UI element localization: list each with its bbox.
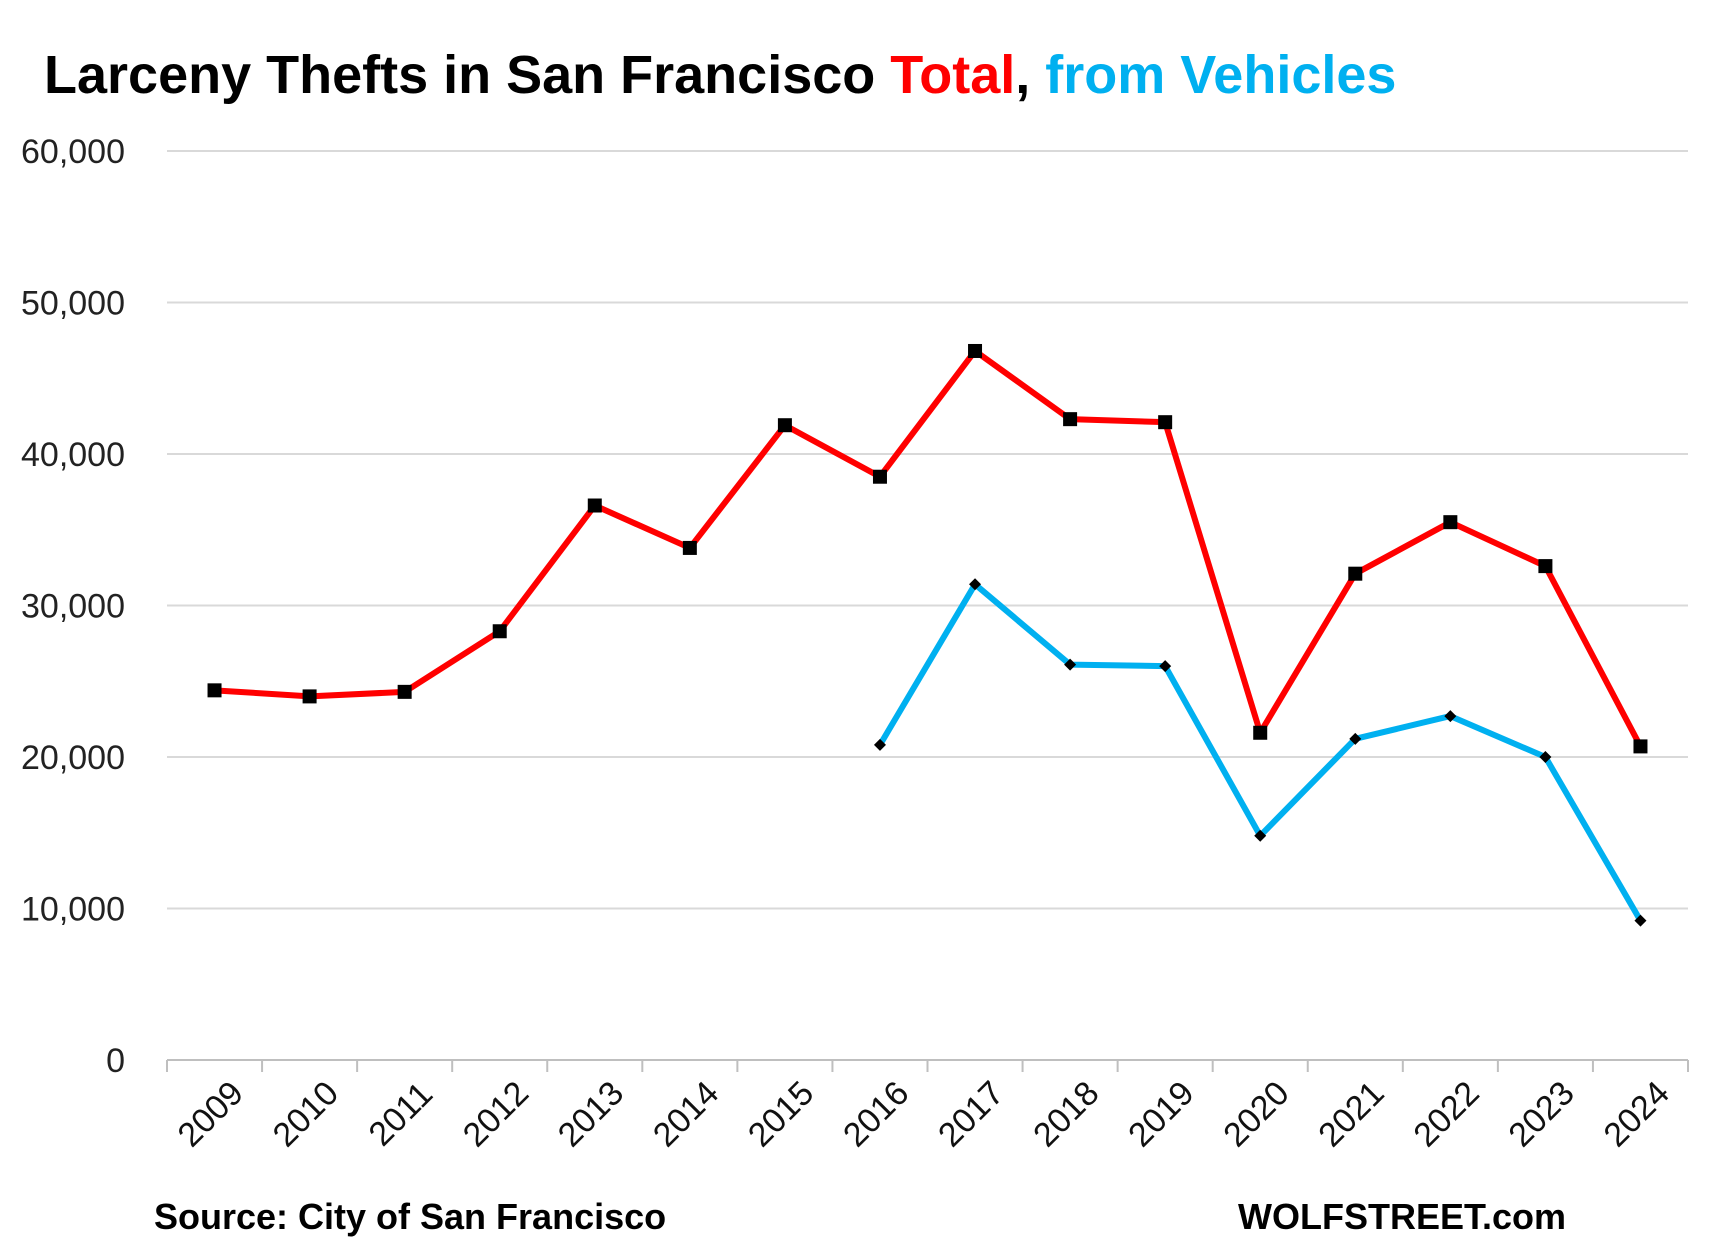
data-point-vehicles — [1444, 710, 1457, 723]
y-tick-label: 30,000 — [21, 588, 125, 626]
title-vehicles: from Vehicles — [1045, 45, 1397, 105]
y-axis-ticks: 0 10,000 20,000 30,000 40,000 50,000 60,000 — [21, 133, 125, 1080]
data-point-total — [1158, 415, 1173, 430]
data-point-total — [968, 343, 983, 358]
x-tick-label: 2016 — [836, 1074, 916, 1154]
data-point-vehicles — [969, 578, 982, 591]
data-point-total — [777, 418, 792, 433]
series-lines — [214, 347, 1644, 923]
series-line-total — [214, 347, 1644, 748]
data-point-vehicles — [873, 738, 886, 751]
data-point-total — [207, 683, 222, 698]
data-point-total — [1063, 412, 1078, 427]
x-tick-label: 2014 — [646, 1074, 726, 1154]
data-point-total — [872, 469, 887, 484]
data-point-total — [1538, 559, 1553, 574]
title-main: Larceny Thefts in San Francisco — [44, 45, 891, 105]
x-tick-label: 2009 — [171, 1074, 251, 1154]
data-point-total — [302, 689, 317, 704]
data-point-total — [1633, 739, 1648, 754]
title-total: Total — [890, 45, 1016, 105]
title-sep: , — [1015, 45, 1046, 105]
gridlines — [167, 150, 1688, 910]
chart-title: Larceny Thefts in San Francisco Total, f… — [44, 44, 1396, 106]
x-tick-label: 2021 — [1311, 1074, 1391, 1154]
source-note: Source: City of San Francisco — [154, 1196, 667, 1237]
data-point-total — [1443, 515, 1458, 530]
x-axis: 2009 2010 2011 2012 2013 2014 2015 2016 2017 2018… — [166, 1059, 1689, 1154]
x-tick-label: 2015 — [741, 1074, 821, 1154]
data-point-total — [492, 624, 507, 639]
data-point-vehicles — [1159, 660, 1172, 673]
x-tick-label: 2017 — [931, 1074, 1011, 1154]
data-point-vehicles — [1254, 829, 1267, 842]
y-tick-label: 50,000 — [21, 285, 125, 323]
x-tick-label: 2022 — [1406, 1074, 1486, 1154]
y-tick-label: 40,000 — [21, 436, 125, 474]
y-tick-label: 60,000 — [21, 133, 125, 171]
y-tick-label: 0 — [106, 1042, 125, 1080]
x-tick-label: 2019 — [1121, 1074, 1201, 1154]
y-tick-label: 10,000 — [21, 891, 125, 929]
data-point-vehicles — [1634, 914, 1647, 927]
x-tick-label: 2018 — [1026, 1074, 1106, 1154]
data-point-vehicles — [1349, 732, 1362, 745]
data-point-total — [587, 498, 602, 513]
data-point-vehicles — [1064, 658, 1077, 671]
series-line-vehicles — [877, 581, 1644, 923]
y-tick-label: 20,000 — [21, 739, 125, 777]
data-point-total — [1253, 725, 1268, 740]
x-tick-label: 2023 — [1501, 1074, 1581, 1154]
data-point-vehicles — [1539, 751, 1552, 763]
brand-label: WOLFSTREET.com — [1237, 1196, 1566, 1237]
data-point-total — [1348, 566, 1363, 581]
x-tick-label: 2010 — [266, 1074, 346, 1154]
x-tick-label: 2012 — [456, 1074, 536, 1154]
x-tick-label: 2013 — [551, 1074, 631, 1154]
series-markers — [207, 343, 1648, 927]
data-point-total — [397, 684, 412, 699]
x-tick-label: 2024 — [1597, 1074, 1677, 1154]
x-tick-label: 2020 — [1216, 1074, 1296, 1154]
data-point-total — [682, 540, 697, 555]
x-tick-label: 2011 — [362, 1075, 441, 1154]
